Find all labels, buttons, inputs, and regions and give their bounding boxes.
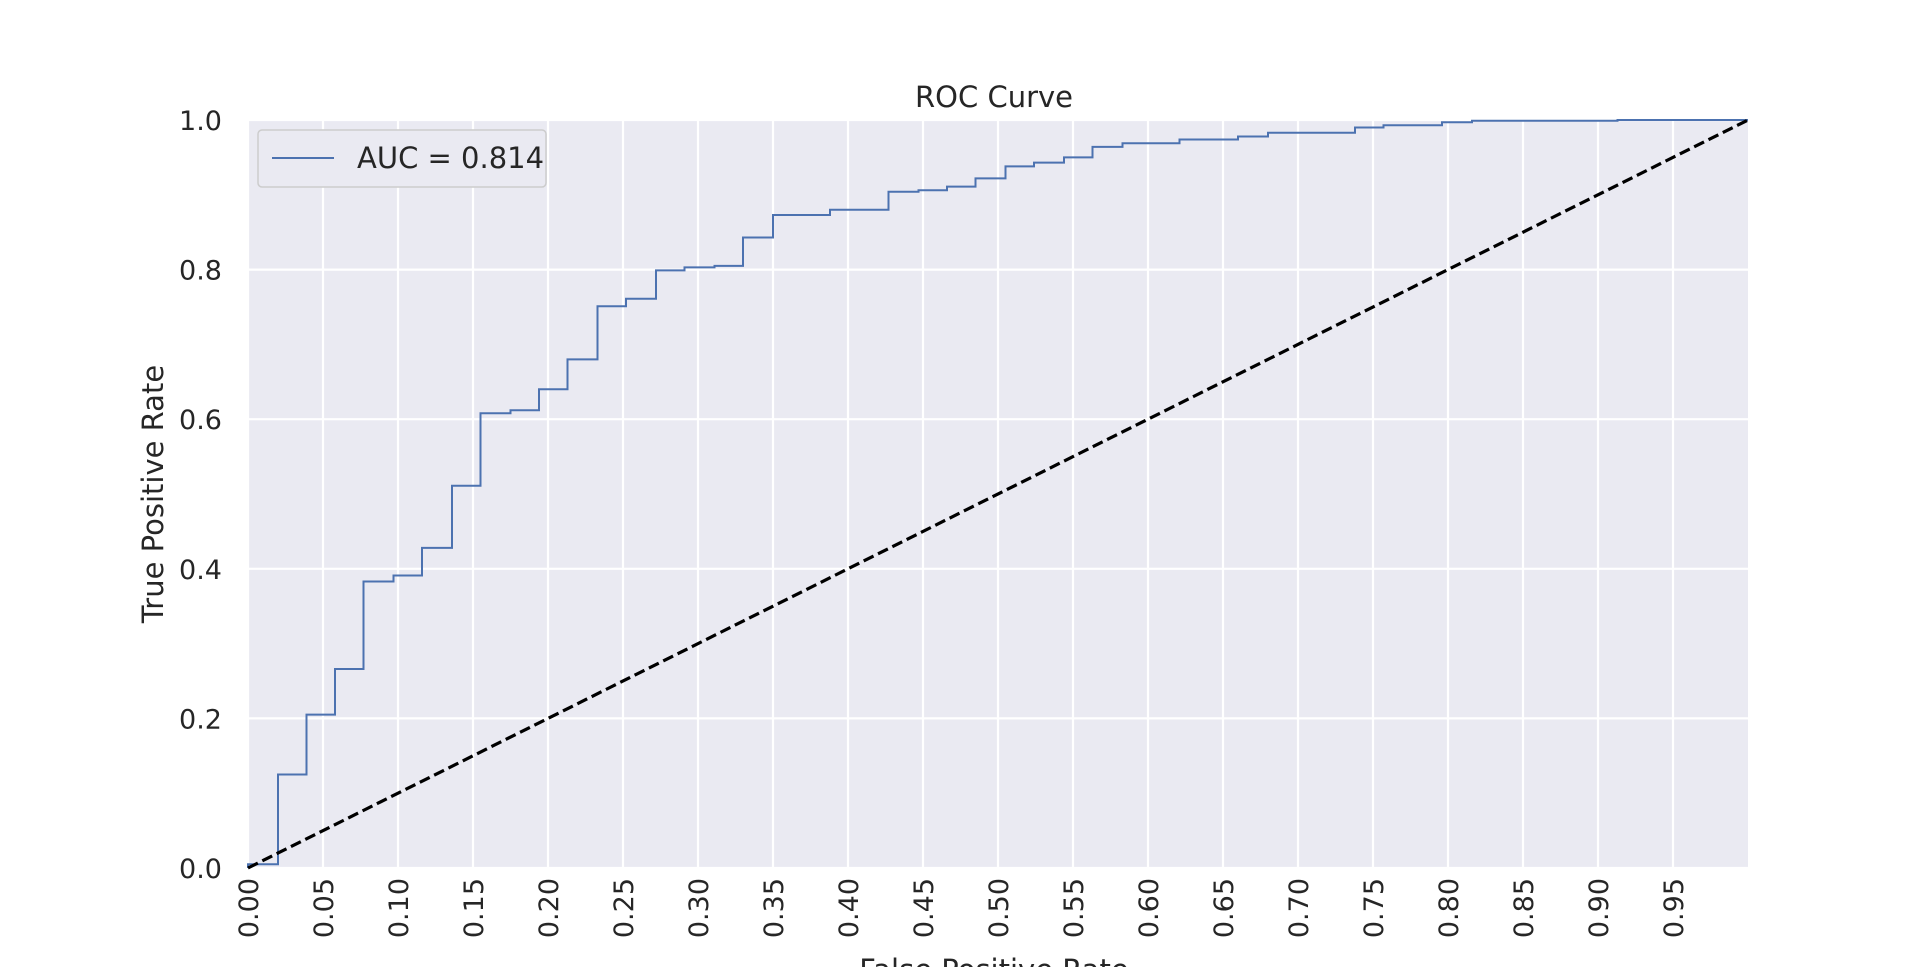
x-tick-label: 0.95 — [1659, 878, 1690, 938]
x-axis-label: False Positive Rate — [859, 953, 1129, 967]
x-tick-label: 0.60 — [1134, 878, 1165, 938]
x-tick-label: 0.25 — [609, 878, 640, 938]
x-tick-label: 0.75 — [1359, 878, 1390, 938]
y-tick-label: 0.8 — [179, 256, 222, 287]
x-tick-label: 0.20 — [534, 878, 565, 938]
x-tick-label: 0.50 — [984, 878, 1015, 938]
series-layer — [247, 118, 1749, 870]
x-tick-label: 0.55 — [1059, 878, 1090, 938]
x-tick-label: 0.70 — [1284, 878, 1315, 938]
x-tick-label: 0.15 — [459, 878, 490, 938]
legend-label: AUC = 0.814 — [357, 141, 544, 175]
y-axis-label: True Positive Rate — [136, 365, 170, 624]
y-tick-label: 0.0 — [179, 854, 222, 885]
x-tick-label: 0.90 — [1584, 878, 1615, 938]
y-tick-label: 0.4 — [179, 555, 222, 586]
x-tick-label: 0.00 — [234, 878, 265, 938]
legend-box — [257, 129, 547, 188]
x-tick-label: 0.45 — [909, 878, 940, 938]
x-tick-labels: 0.00 0.05 0.10 0.15 0.20 0.25 0.30 0.35 0.40 0.45… — [234, 878, 1690, 938]
x-tick-label: 0.40 — [834, 878, 865, 938]
y-tick-label: 0.2 — [179, 704, 222, 735]
x-tick-label: 0.35 — [759, 878, 790, 938]
x-tick-label: 0.05 — [309, 878, 340, 938]
y-tick-label: 0.6 — [179, 405, 222, 436]
legend: AUC = 0.814 — [257, 129, 547, 188]
x-tick-label: 0.80 — [1434, 878, 1465, 938]
y-tick-label: 1.0 — [179, 106, 222, 137]
x-tick-label: 0.30 — [684, 878, 715, 938]
roc-curve-line — [247, 119, 1748, 868]
y-tick-labels: 0.0 0.2 0.4 0.6 0.8 1.0 — [179, 106, 222, 885]
x-tick-label: 0.10 — [384, 878, 415, 938]
chart-title: ROC Curve — [915, 80, 1073, 114]
chance-diagonal-line — [247, 118, 1749, 870]
x-tick-label: 0.85 — [1509, 878, 1540, 938]
x-tick-label: 0.65 — [1209, 878, 1240, 938]
